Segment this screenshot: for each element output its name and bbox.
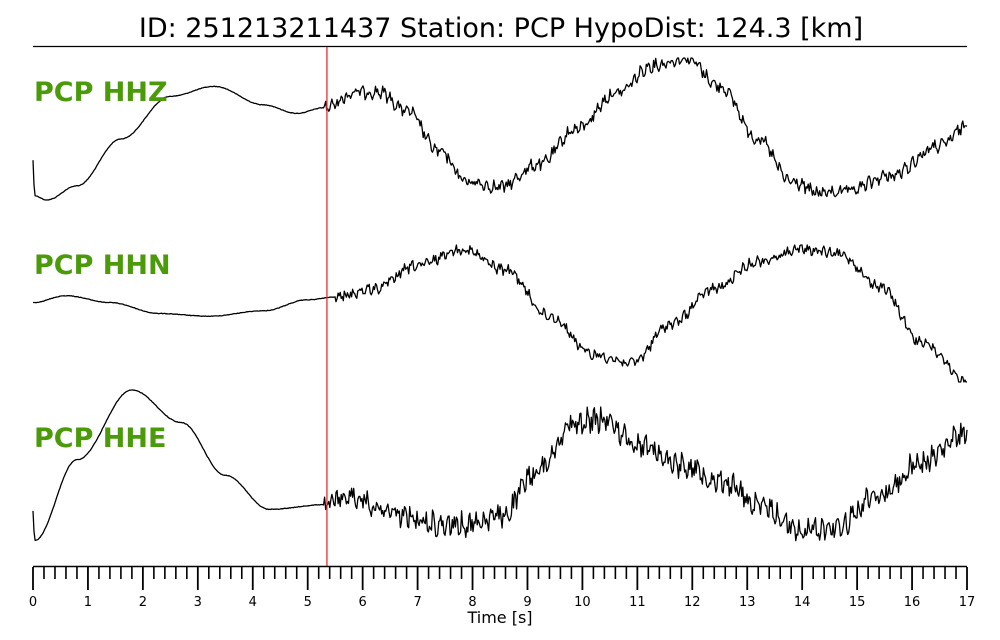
trace-line (32, 389, 968, 542)
tick-label: 0 (29, 595, 37, 610)
tick-label: 4 (249, 595, 257, 610)
tick-label: 9 (523, 595, 531, 610)
trace-label: PCP HHN (34, 250, 171, 281)
x-axis-label: Time [s] (466, 608, 532, 627)
tick-label: 2 (139, 595, 147, 610)
time-axis-ticks: 0 1 2 3 4 5 6 7 8 9 10 11 12 13 14 15 16 17 (29, 567, 975, 610)
trace-line (33, 244, 967, 383)
tick-label: 3 (194, 595, 202, 610)
trace-label: PCP HHE (34, 423, 166, 454)
tick-label: 13 (739, 595, 756, 610)
trace-label: PCP HHZ (34, 77, 168, 108)
tick-label: 12 (684, 595, 701, 610)
figure-title: ID: 251213211437 Station: PCP HypoDist: … (139, 13, 863, 44)
tick-label: 11 (629, 595, 646, 610)
trace-line (32, 57, 968, 201)
traces-group (32, 57, 968, 542)
tick-label: 17 (959, 595, 976, 610)
tick-label: 5 (304, 595, 312, 610)
tick-label: 16 (904, 595, 921, 610)
tick-label: 6 (359, 595, 367, 610)
tick-label: 14 (794, 595, 811, 610)
tick-label: 1 (84, 595, 92, 610)
tick-label: 15 (849, 595, 866, 610)
trace-labels: PCP HHZ PCP HHN PCP HHE (34, 77, 171, 454)
tick-label: 8 (468, 595, 476, 610)
tick-label: 7 (413, 595, 421, 610)
tick-label: 10 (574, 595, 591, 610)
time-axis: 0 1 2 3 4 5 6 7 8 9 10 11 12 13 14 15 16 17 Time [s] (29, 565, 975, 627)
